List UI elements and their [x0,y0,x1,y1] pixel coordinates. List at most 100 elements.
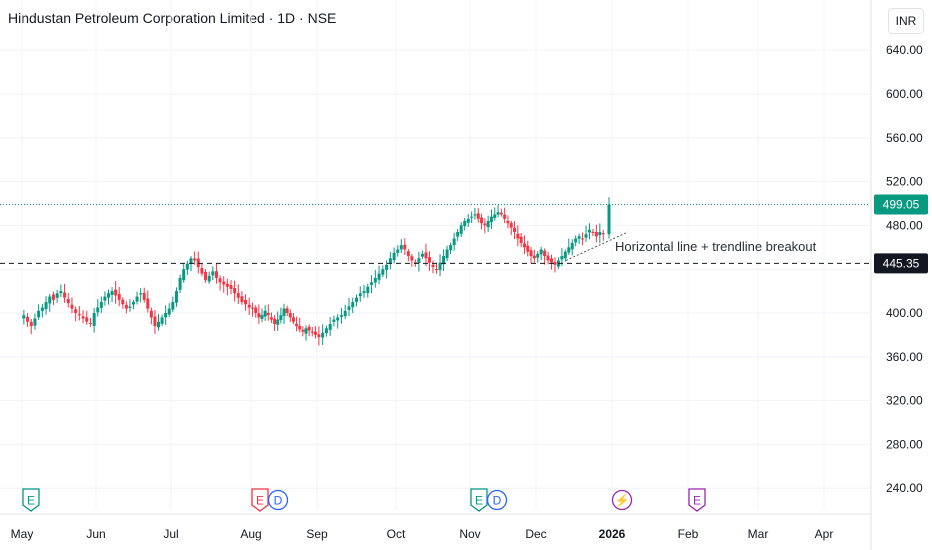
candle-body [139,293,143,295]
candle-body [174,291,178,303]
event-marker[interactable]: E [688,488,706,512]
candle-body [55,293,59,298]
candle-body [489,216,493,223]
event-marker[interactable]: E [470,488,488,512]
candle-body [396,249,400,253]
event-marker[interactable]: D [267,489,289,511]
candle-body [204,271,208,281]
candle-body [196,258,200,268]
candle-body [260,315,264,319]
candle-body [244,299,248,305]
event-pin-icon [688,488,706,512]
x-tick-label: May [11,527,34,541]
trendline[interactable] [565,231,629,261]
candle-body [459,225,463,234]
candle-body [570,242,574,250]
candle-body [103,296,107,301]
candle-body [310,331,314,333]
candle-body [317,334,321,338]
candle-body [22,315,26,319]
candle-body [81,316,85,319]
candle-body [40,307,44,311]
candle-body [269,317,273,320]
chart-title: Hindustan Petroleum Corporation Limited … [8,10,337,26]
x-tick-label: Feb [678,527,699,541]
candle-body [601,233,605,235]
candle-body [33,318,37,326]
horizontal-level-badge [874,253,928,274]
candle-body [410,256,414,261]
event-pin-icon [251,488,269,512]
candle-body [74,309,78,313]
candle-body [149,310,153,318]
event-marker[interactable]: ⚡ [611,489,633,511]
currency-selector[interactable]: INR [888,8,924,34]
candle-body [355,297,358,302]
candle-body [167,308,171,315]
grid [0,0,872,550]
candle-body [435,268,439,270]
candle-body [85,317,89,322]
candle-body [263,310,267,317]
last-price-label: 499.05 [883,198,920,212]
candle-body [276,319,280,325]
candle-body [358,293,362,297]
candle-body [343,310,347,317]
candle-body [392,252,396,261]
y-tick-label: 280.00 [886,437,923,451]
candle-body [107,293,110,298]
candle-body [456,231,460,237]
candle-body [182,269,186,281]
candle-body [539,249,543,255]
event-marker[interactable]: E [251,488,269,512]
candle-body [229,285,233,289]
candles [22,197,611,346]
price-axis[interactable]: 640.00 600.00 560.00 520.00 480.00 400.00 360.… [886,43,923,495]
event-circle-icon [267,489,289,511]
candle-body [546,255,550,261]
event-label: E [693,494,701,508]
candle-body [480,217,484,224]
y-tick-label: 360.00 [886,350,923,364]
candle-body [567,247,571,253]
candle-body [563,251,567,259]
candle-body [550,258,554,263]
candle-body [218,278,222,283]
candle-body [370,282,374,285]
candle-body [424,252,428,259]
trendline-annotation: Horizontal line + trendline breakout [615,239,817,254]
candle-body [29,321,33,327]
price-levels: 499.05 445.35 Horizontal line + trendline … [0,194,928,274]
candle-body [110,291,114,295]
event-marker[interactable]: E [22,488,40,512]
candle-body [273,318,277,324]
y-tick-label: 600.00 [886,87,923,101]
candle-body [164,313,168,318]
candle-body [44,302,48,310]
y-tick-label: 320.00 [886,394,923,408]
candle-body [438,262,442,271]
candle-body [257,313,261,318]
event-pin-icon [22,488,40,512]
candle-body [146,298,150,309]
candle-body [291,317,295,322]
horizontal-level-label: 445.35 [883,256,920,270]
event-marker[interactable]: D [486,489,508,511]
y-tick-label: 240.00 [886,481,923,495]
candle-body [132,302,135,305]
candle-body [251,307,255,309]
candle-body [366,286,370,293]
candle-body [351,302,355,308]
time-axis[interactable]: May Jun Jul Aug Sep Oct Nov Dec 2026 Feb Mar Apr [11,527,834,541]
candle-body [233,288,237,294]
y-tick-label: 480.00 [886,218,923,232]
candle-body [336,317,340,321]
candle-body [282,308,286,316]
candle-body [594,231,598,237]
candle-body [427,257,431,263]
candle-body [519,236,523,243]
candle-body [307,326,311,331]
candle-body [509,222,513,228]
candle-body [377,273,381,280]
